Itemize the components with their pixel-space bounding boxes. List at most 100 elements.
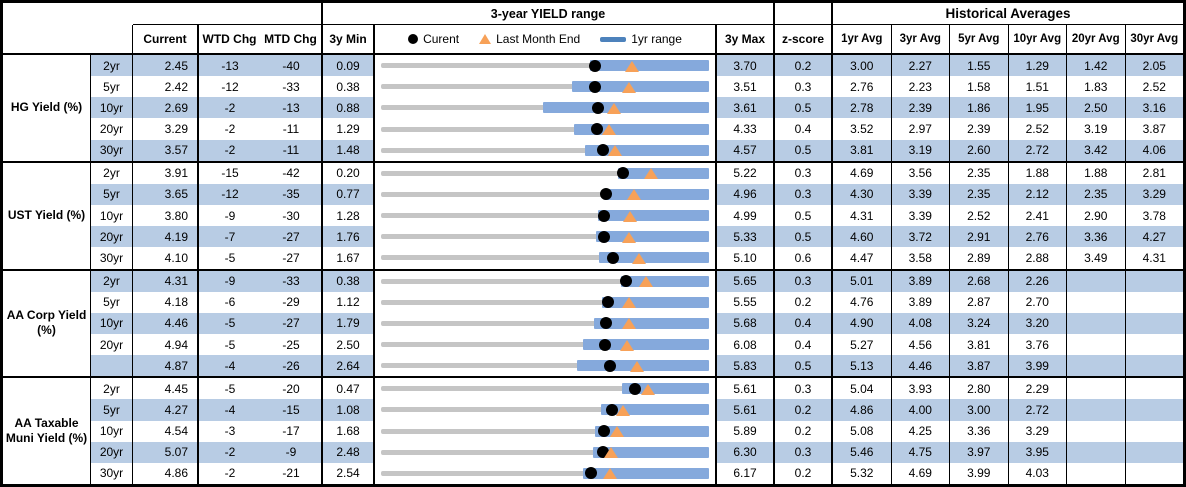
z-score-cell: 0.4 <box>775 333 833 356</box>
3y-max-cell: 5.61 <box>717 378 775 400</box>
chart-legend: Curent Last Month End 1yr range <box>375 25 717 53</box>
range-plot <box>381 421 709 442</box>
z-score-cell: 0.2 <box>775 420 833 442</box>
current-dot <box>619 275 632 288</box>
3yr-avg-cell: 3.39 <box>891 183 950 206</box>
30yr-avg-cell <box>1125 462 1183 485</box>
mtd-chg-cell: -40 <box>261 55 323 77</box>
z-score-cell: 0.2 <box>775 399 833 421</box>
last-month-end-triangle <box>626 189 641 201</box>
last-month-end-triangle-icon <box>479 34 492 44</box>
wtd-chg-cell: -5 <box>199 333 261 356</box>
5yr-avg-cell: 3.24 <box>950 312 1009 334</box>
table-row: 20yr 3.29 -2 -11 1.29 4.33 0.4 3.52 2.97… <box>91 118 1183 140</box>
5yr-avg-cell: 2.52 <box>950 205 1009 227</box>
mtd-chg-cell: -26 <box>261 355 323 377</box>
wtd-chg-cell: -7 <box>199 226 261 248</box>
label-column-blank-header <box>3 25 133 53</box>
z-score-cell: 0.5 <box>775 355 833 377</box>
3y-max-cell: 3.70 <box>717 55 775 77</box>
group-rows: 2yr 4.31 -9 -33 0.38 5.65 0.3 5.01 3.89 … <box>91 270 1183 377</box>
20yr-avg-cell <box>1067 291 1126 313</box>
3yr-avg-cell: 3.89 <box>891 270 950 292</box>
3y-min-cell: 0.38 <box>323 270 375 292</box>
20yr-avg-cell <box>1067 378 1126 400</box>
1yr-avg-cell: 5.46 <box>833 441 892 463</box>
tenor-cell: 2yr <box>91 162 133 184</box>
wtd-chg-cell: -2 <box>199 97 261 119</box>
current-dot <box>628 382 641 395</box>
mtd-chg-cell: -30 <box>261 205 323 227</box>
20yr-avg-cell: 2.90 <box>1067 205 1126 227</box>
group-rows: 2yr 4.45 -5 -20 0.47 5.61 0.3 5.04 3.93 … <box>91 378 1183 485</box>
30yr-avg-header: 30yr Avg <box>1130 33 1179 45</box>
table-row: 10yr 4.46 -5 -27 1.79 5.68 0.4 4.90 4.08… <box>91 312 1183 334</box>
z-score-cell: 0.3 <box>775 76 833 98</box>
3y-min-cell: 2.64 <box>323 355 375 377</box>
3y-min-header: 3y Min <box>323 25 375 53</box>
1yr-avg-cell: 5.13 <box>833 355 892 377</box>
3y-min-cell: 1.08 <box>323 399 375 421</box>
current-yield-cell: 4.18 <box>133 291 199 313</box>
3yr-avg-cell: 4.69 <box>891 462 950 485</box>
5yr-avg-cell: 2.91 <box>950 226 1009 248</box>
current-yield-cell: 3.29 <box>133 118 199 140</box>
mtd-chg-cell: -11 <box>261 118 323 140</box>
3y-max-cell: 5.22 <box>717 162 775 184</box>
3y-min-cell: 0.20 <box>323 162 375 184</box>
current-yield-cell: 4.54 <box>133 420 199 442</box>
3yr-avg-cell: 4.56 <box>891 333 950 356</box>
3yr-avg-cell: 2.39 <box>891 97 950 119</box>
30yr-avg-cell: 2.52 <box>1125 76 1183 98</box>
5yr-avg-cell: 2.80 <box>950 378 1009 400</box>
30yr-avg-cell: 3.29 <box>1125 183 1183 206</box>
legend-lme-label: Last Month End <box>496 32 581 46</box>
5yr-avg-cell: 1.55 <box>950 55 1009 77</box>
range-plot <box>381 140 709 161</box>
table-row: 20yr 5.07 -2 -9 2.48 6.30 0.3 5.46 4.75 … <box>91 441 1183 463</box>
5yr-avg-cell: 1.86 <box>950 97 1009 119</box>
table-row: 30yr 4.86 -2 -21 2.54 6.17 0.2 5.32 4.69… <box>91 462 1183 485</box>
current-yield-cell: 4.31 <box>133 270 199 292</box>
3y-range-track <box>381 386 709 392</box>
3y-min-cell: 1.28 <box>323 205 375 227</box>
tenor-cell: 2yr <box>91 55 133 77</box>
mtd-chg-cell: -27 <box>261 247 323 269</box>
wtd-chg-cell: -9 <box>199 270 261 292</box>
10yr-avg-cell: 3.99 <box>1008 355 1067 377</box>
last-month-end-triangle <box>621 318 636 330</box>
range-chart-cell <box>375 355 717 377</box>
3y-min-cell: 1.67 <box>323 247 375 269</box>
30yr-avg-cell: 3.16 <box>1125 97 1183 119</box>
30yr-avg-cell <box>1125 399 1183 421</box>
wtd-chg-cell: -4 <box>199 399 261 421</box>
30yr-avg-cell <box>1125 333 1183 356</box>
3yr-avg-cell: 2.97 <box>891 118 950 140</box>
yield-group: UST Yield (%) 2yr 3.91 -15 -42 0.20 5.22… <box>3 160 1183 269</box>
group-rows: 2yr 2.45 -13 -40 0.09 3.70 0.2 3.00 2.27… <box>91 55 1183 161</box>
3y-range-track <box>381 342 709 348</box>
3y-min-cell: 0.09 <box>323 55 375 77</box>
last-month-end-triangle <box>620 339 635 351</box>
last-month-end-triangle <box>639 276 654 288</box>
3yr-avg-cell: 4.75 <box>891 441 950 463</box>
wtd-chg-cell: -6 <box>199 291 261 313</box>
range-plot <box>381 313 709 334</box>
3y-min-cell: 0.88 <box>323 97 375 119</box>
z-score-cell: 0.2 <box>775 462 833 485</box>
1yr-range-bar <box>574 123 709 135</box>
3y-max-cell: 5.83 <box>717 355 775 377</box>
20yr-avg-cell <box>1067 441 1126 463</box>
range-chart-cell <box>375 312 717 334</box>
tenor-cell: 5yr <box>91 399 133 421</box>
current-yield-cell: 3.57 <box>133 139 199 161</box>
tenor-cell: 10yr <box>91 312 133 334</box>
tenor-cell: 2yr <box>91 270 133 292</box>
30yr-avg-cell: 4.27 <box>1125 226 1183 248</box>
30yr-avg-cell: 3.87 <box>1125 118 1183 140</box>
wtd-chg-cell: -12 <box>199 76 261 98</box>
header-row-columns: Current WTD Chg MTD Chg 3y Min Curent La… <box>3 25 1183 55</box>
range-plot <box>381 226 709 247</box>
tenor-cell: 10yr <box>91 205 133 227</box>
3yr-avg-cell: 4.25 <box>891 420 950 442</box>
